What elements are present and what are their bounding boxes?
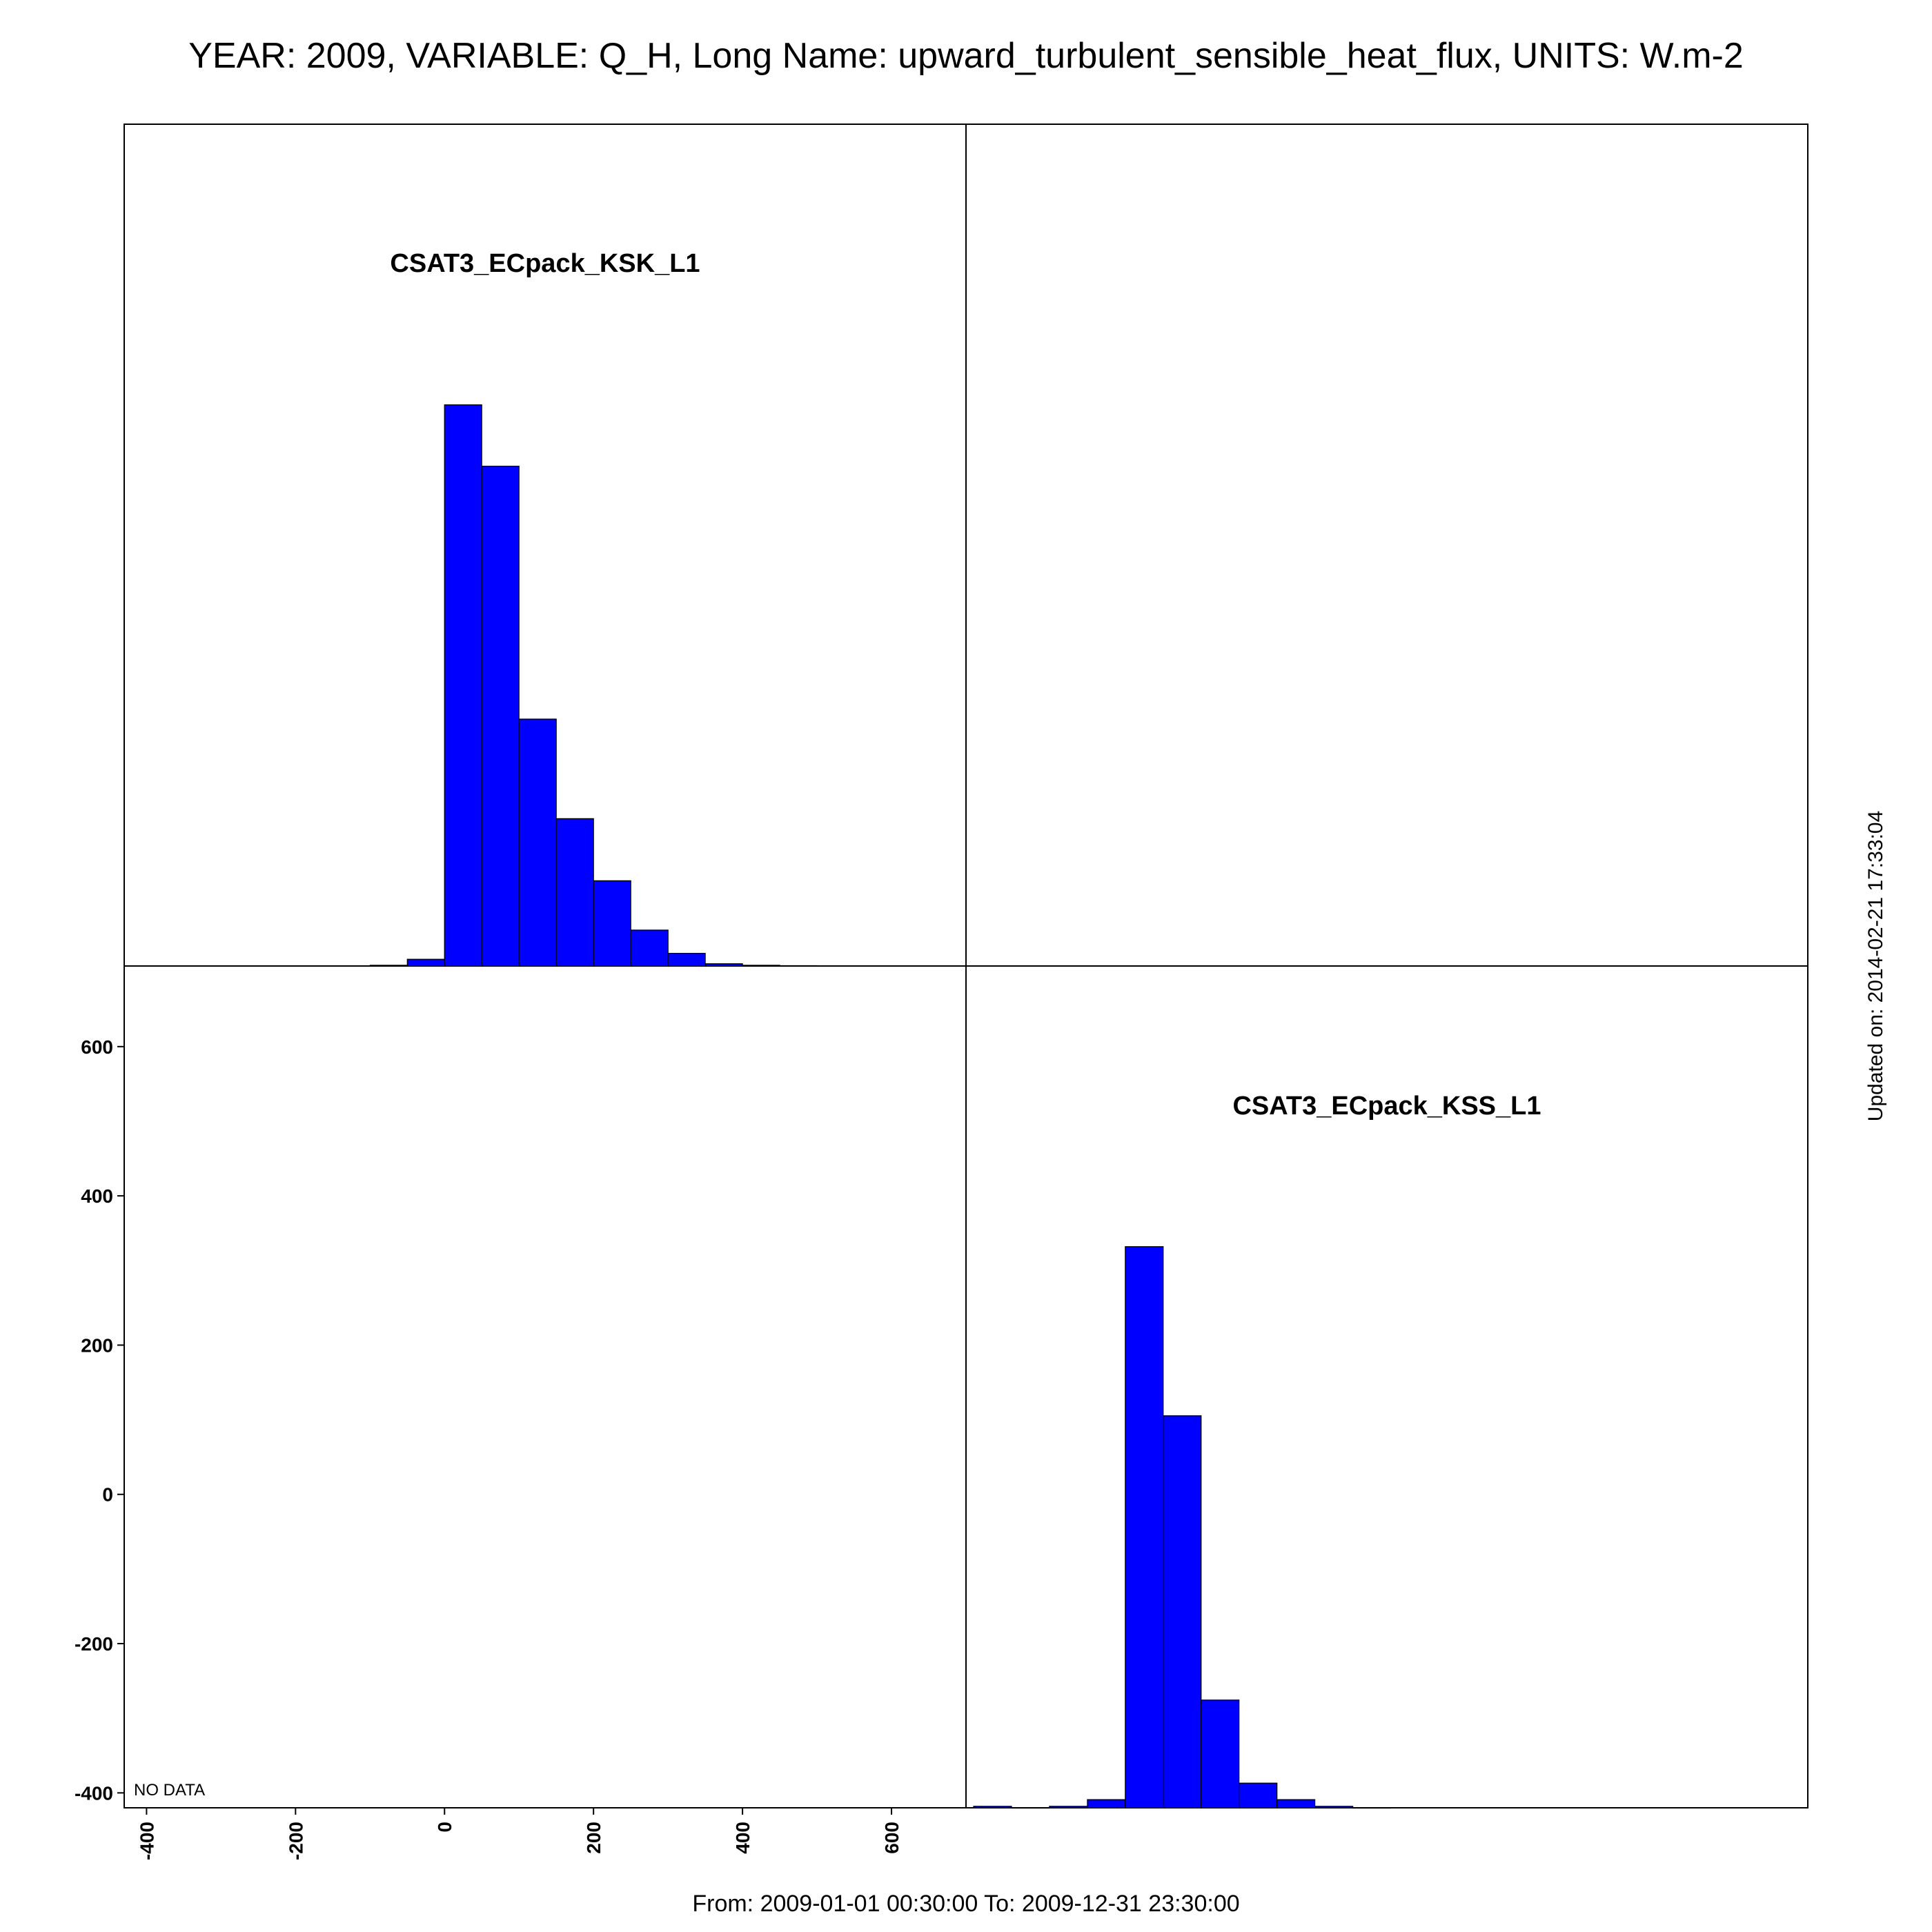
ksk-bar-8	[667, 952, 706, 967]
ksk-bar-5	[555, 818, 594, 967]
x-tick-label-3: 200	[583, 1822, 604, 1854]
ksk-bar-2	[444, 404, 482, 967]
updated-on-label: Updated on: 2014-02-21 17:33:04	[1864, 811, 1887, 1121]
x-tick-label-0: -400	[136, 1822, 157, 1860]
main-title: YEAR: 2009, VARIABLE: Q_H, Long Name: up…	[188, 36, 1744, 76]
x-tick-label-4: 400	[732, 1822, 753, 1854]
histogram-kss	[973, 1246, 1392, 1809]
kss-bar-3	[1087, 1799, 1126, 1808]
y-tick-label-0: -400	[75, 1782, 113, 1804]
x-tick-label-1: -200	[285, 1822, 306, 1860]
panel-title-ksk: CSAT3_ECpack_KSK_L1	[390, 249, 700, 278]
x-tick-label-2: 0	[434, 1822, 455, 1833]
kss-bar-7	[1239, 1782, 1278, 1808]
panel-bottom-right: CSAT3_ECpack_KSS_L1	[973, 1092, 1541, 1809]
kss-bar-5	[1163, 1415, 1202, 1808]
y-tick-label-5: 600	[81, 1036, 113, 1058]
ksk-bar-3	[481, 465, 520, 967]
kss-bar-8	[1276, 1799, 1316, 1808]
period-footer: From: 2009-01-01 00:30:00 To: 2009-12-31…	[692, 1891, 1239, 1917]
histogram-ksk	[369, 404, 818, 967]
panel-frames	[124, 124, 1808, 1808]
y-tick-label-3: 200	[81, 1334, 113, 1356]
panel-top-left: CSAT3_ECpack_KSK_L1	[369, 249, 818, 967]
y-tick-label-1: -200	[75, 1633, 113, 1655]
panel-bottom-left: -400 -200 0 200 400 600 -400 -200 0 200 400 600 NO…	[75, 1036, 903, 1860]
x-tick-label-5: 600	[881, 1822, 903, 1854]
kss-bar-4	[1125, 1246, 1164, 1808]
ksk-bar-7	[630, 929, 669, 967]
ksk-bar-1	[406, 958, 445, 967]
x-axis: -400 -200 0 200 400 600	[136, 1808, 903, 1860]
y-axis: -400 -200 0 200 400 600	[75, 1036, 124, 1804]
no-data-label: NO DATA	[134, 1781, 205, 1800]
ksk-bar-4	[518, 718, 557, 967]
y-tick-label-4: 400	[81, 1185, 113, 1207]
ksk-bar-6	[593, 880, 631, 967]
panel-title-kss: CSAT3_ECpack_KSS_L1	[1232, 1092, 1541, 1121]
y-tick-label-2: 0	[102, 1484, 113, 1506]
kss-bar-6	[1201, 1699, 1240, 1808]
